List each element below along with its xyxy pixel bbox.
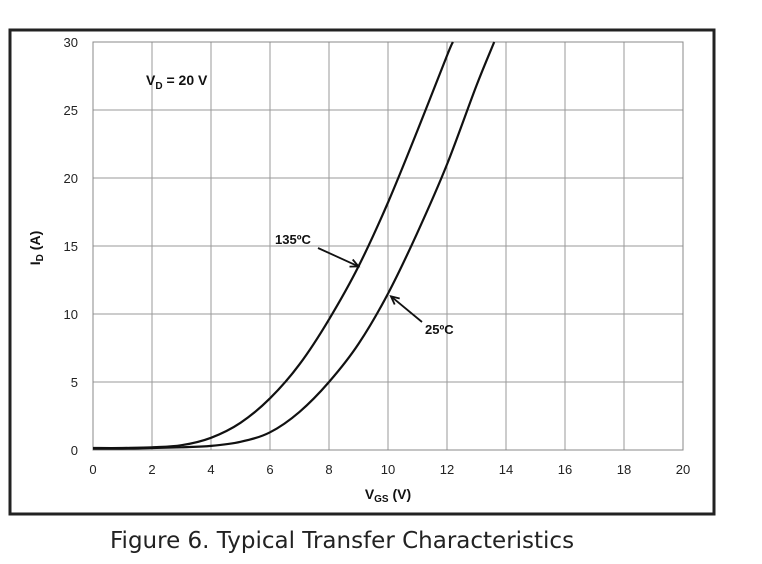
y-tick-label: 10: [64, 307, 78, 322]
y-tick-label: 20: [64, 171, 78, 186]
series-line-1: [92, 41, 496, 450]
x-tick-label: 10: [381, 462, 395, 477]
x-tick-label: 14: [499, 462, 513, 477]
y-tick-labels: 0 5 10 15 20 25 30: [64, 35, 78, 458]
chart-frame: [8, 28, 716, 516]
x-tick-labels: 0 2 4 6 8 10 12 14 16 18 20: [89, 462, 690, 477]
condition-label: VD = 20 V: [146, 72, 208, 92]
x-axis-label: VGS (V): [365, 486, 411, 505]
annotations: 135ºC 25ºC: [275, 232, 454, 337]
x-tick-label: 12: [440, 462, 454, 477]
annotation-arrow-head: [389, 294, 400, 305]
x-tick-label: 18: [617, 462, 631, 477]
y-tick-label: 0: [71, 443, 78, 458]
x-tick-label: 16: [558, 462, 572, 477]
annotation-label: 25ºC: [425, 322, 454, 337]
annotation-label: 135ºC: [275, 232, 311, 247]
x-tick-label: 0: [89, 462, 96, 477]
annotation-arrow-head: [349, 258, 361, 268]
y-tick-label: 25: [64, 103, 78, 118]
x-tick-label: 4: [207, 462, 214, 477]
figure-caption: Figure 6. Typical Transfer Characteristi…: [110, 528, 575, 554]
series-lines: [92, 41, 496, 450]
annotation-arrow-line: [390, 295, 423, 323]
annotation-arrow-line: [317, 247, 359, 268]
plot-area-border: [92, 41, 684, 451]
y-tick-label: 30: [64, 35, 78, 50]
y-axis-label: ID (A): [27, 231, 46, 265]
x-tick-label: 6: [266, 462, 273, 477]
y-tick-label: 15: [64, 239, 78, 254]
x-tick-label: 2: [148, 462, 155, 477]
x-tick-label: 8: [325, 462, 332, 477]
y-tick-label: 5: [71, 375, 78, 390]
x-tick-label: 20: [676, 462, 690, 477]
